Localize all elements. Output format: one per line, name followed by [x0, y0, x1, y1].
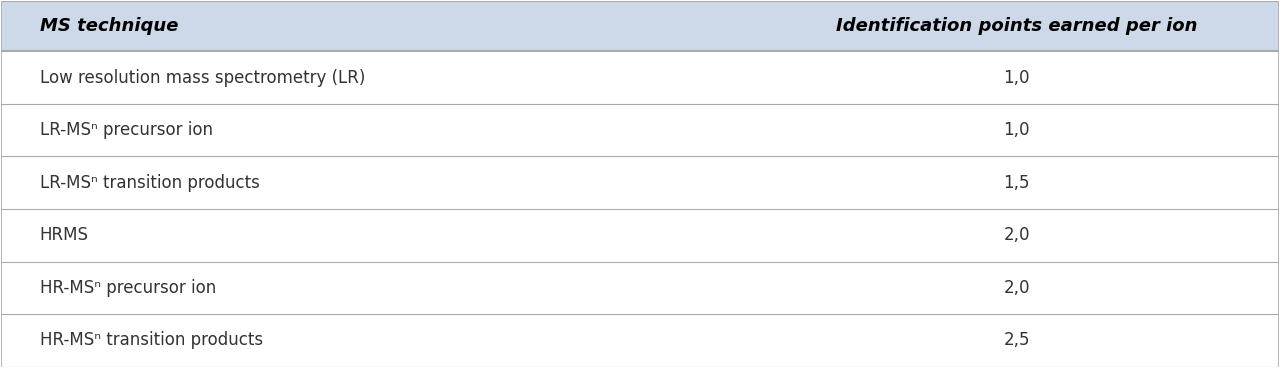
Text: Identification points earned per ion: Identification points earned per ion — [836, 17, 1198, 35]
Text: LR-MSⁿ precursor ion: LR-MSⁿ precursor ion — [40, 121, 212, 139]
Bar — [1, 209, 1279, 262]
Text: HR-MSⁿ precursor ion: HR-MSⁿ precursor ion — [40, 279, 216, 297]
Text: 1,0: 1,0 — [1004, 121, 1030, 139]
Bar — [1, 156, 1279, 209]
Text: 2,0: 2,0 — [1004, 226, 1030, 244]
Bar — [1, 314, 1279, 367]
Text: Low resolution mass spectrometry (LR): Low resolution mass spectrometry (LR) — [40, 69, 365, 87]
Bar — [1, 104, 1279, 156]
Text: HRMS: HRMS — [40, 226, 88, 244]
Text: 1,5: 1,5 — [1004, 174, 1030, 192]
Text: 1,0: 1,0 — [1004, 69, 1030, 87]
Bar — [1, 262, 1279, 314]
Text: 2,0: 2,0 — [1004, 279, 1030, 297]
Text: LR-MSⁿ transition products: LR-MSⁿ transition products — [40, 174, 260, 192]
Bar — [1, 52, 1279, 104]
Bar — [1, 1, 1279, 52]
Text: HR-MSⁿ transition products: HR-MSⁿ transition products — [40, 331, 262, 349]
Text: MS technique: MS technique — [40, 17, 178, 35]
Text: 2,5: 2,5 — [1004, 331, 1030, 349]
